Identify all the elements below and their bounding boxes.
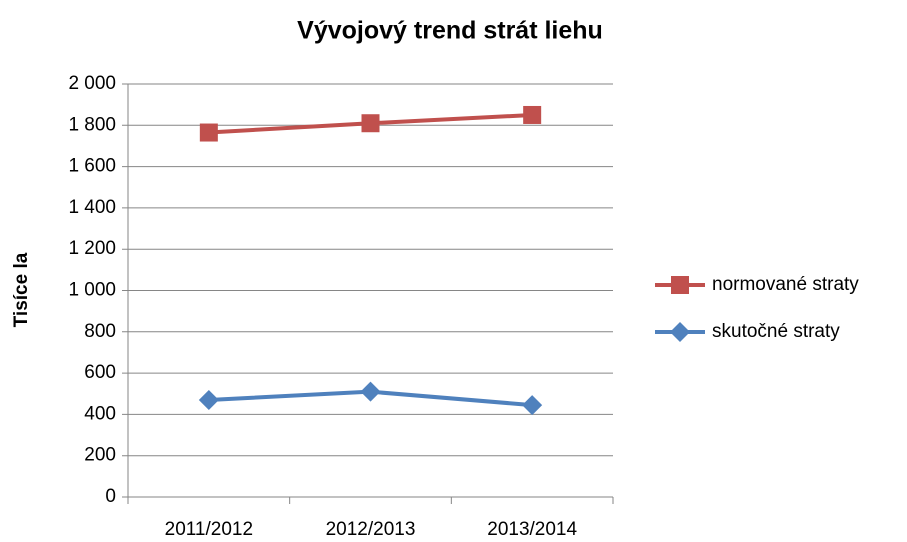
legend-label: normované straty [712, 274, 859, 295]
point [198, 389, 219, 410]
y-tick-label: 600 [84, 362, 116, 383]
y-tick-label: 2 000 [68, 73, 116, 94]
y-tick-label: 400 [84, 403, 116, 424]
y-tick-label: 0 [105, 486, 116, 507]
y-axis-label: Tisíce la [11, 252, 32, 327]
chart-title: Vývojový trend strát liehu [297, 17, 603, 45]
y-tick-label: 200 [84, 445, 116, 466]
legend-label: skutočné straty [712, 321, 840, 342]
y-tick-label: 1 600 [68, 156, 116, 177]
y-tick-label: 1 800 [68, 114, 116, 135]
legend-marker [670, 322, 690, 342]
point [522, 395, 543, 416]
point [199, 123, 218, 142]
point [360, 381, 381, 402]
x-tick-label: 2011/2012 [165, 519, 253, 540]
x-tick-label: 2013/2014 [487, 519, 577, 540]
y-tick-label: 1 000 [68, 280, 116, 301]
y-tick-label: 1 400 [68, 197, 116, 218]
y-tick-label: 1 200 [68, 238, 116, 259]
point [361, 114, 380, 133]
y-tick-label: 800 [84, 321, 116, 342]
point [523, 105, 542, 124]
x-tick-label: 2012/2013 [326, 519, 416, 540]
legend-marker [671, 276, 689, 294]
